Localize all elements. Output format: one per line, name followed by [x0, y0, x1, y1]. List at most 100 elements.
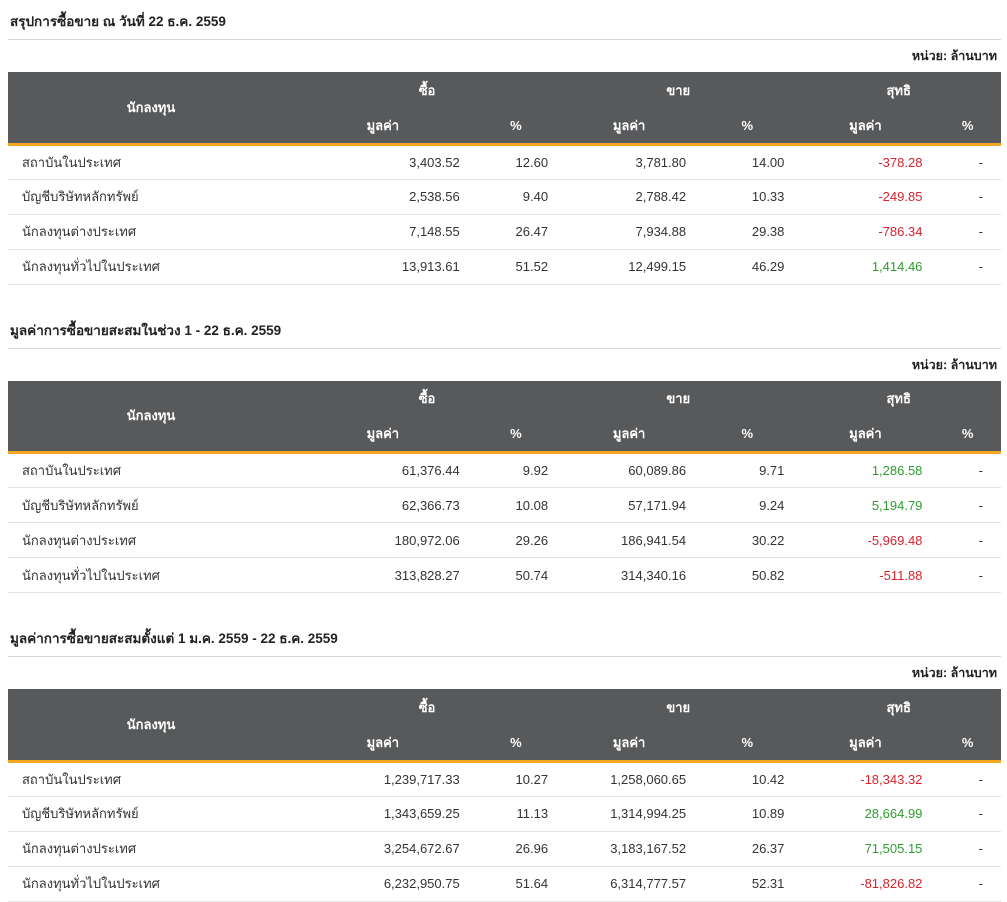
table-header: นักลงทุน ซื้อ ขาย สุทธิ มูลค่า % มูลค่า …: [8, 689, 1001, 763]
net-value: 5,194.79: [796, 487, 935, 523]
sell-value: 1,314,994.25: [560, 796, 699, 832]
column-header-net-percent: %: [934, 108, 1001, 146]
net-percent: -: [934, 179, 1001, 215]
net-percent: -: [934, 452, 1001, 488]
column-header-net: สุทธิ: [796, 72, 1001, 108]
sell-percent: 10.33: [698, 179, 797, 215]
table-header: นักลงทุน ซื้อ ขาย สุทธิ มูลค่า % มูลค่า …: [8, 72, 1001, 146]
table-row: นักลงทุนต่างประเทศ 3,254,672.67 26.96 3,…: [8, 831, 1001, 867]
buy-value: 1,343,659.25: [293, 796, 472, 832]
net-value: -81,826.82: [796, 866, 935, 902]
investor-name: สถาบันในประเทศ: [8, 144, 294, 180]
sell-percent: 14.00: [698, 144, 797, 180]
column-header-net-value: มูลค่า: [796, 725, 935, 763]
column-header-net-value: มูลค่า: [796, 416, 935, 454]
net-percent: -: [934, 522, 1001, 558]
column-header-buy-value: มูลค่า: [293, 416, 472, 454]
column-header-buy-value: มูลค่า: [293, 725, 472, 763]
table-row: สถาบันในประเทศ 1,239,717.33 10.27 1,258,…: [8, 761, 1001, 797]
unit-label: หน่วย: ล้านบาท: [911, 666, 997, 680]
buy-value: 1,239,717.33: [293, 761, 472, 797]
column-header-net-value: มูลค่า: [796, 108, 935, 146]
net-percent: -: [934, 761, 1001, 797]
buy-percent: 10.08: [471, 487, 561, 523]
column-header-sell-percent: %: [698, 108, 797, 146]
column-header-buy-percent: %: [471, 725, 561, 763]
net-percent: -: [934, 144, 1001, 180]
net-value: 1,286.58: [796, 452, 935, 488]
table-row: บัญชีบริษัทหลักทรัพย์ 62,366.73 10.08 57…: [8, 487, 1001, 523]
investor-name: นักลงทุนทั่วไปในประเทศ: [8, 866, 294, 902]
net-value: -5,969.48: [796, 522, 935, 558]
sell-percent: 29.38: [698, 214, 797, 250]
column-header-sell-value: มูลค่า: [560, 725, 699, 763]
table-row: นักลงทุนทั่วไปในประเทศ 13,913.61 51.52 1…: [8, 249, 1001, 285]
buy-percent: 9.92: [471, 452, 561, 488]
column-header-buy-percent: %: [471, 416, 561, 454]
sell-value: 6,314,777.57: [560, 866, 699, 902]
table-body: สถาบันในประเทศ 3,403.52 12.60 3,781.80 1…: [8, 144, 1001, 285]
buy-percent: 26.96: [471, 831, 561, 867]
column-header-net-percent: %: [934, 725, 1001, 763]
buy-value: 7,148.55: [293, 214, 472, 250]
column-header-buy-percent: %: [471, 108, 561, 146]
net-percent: -: [934, 557, 1001, 593]
buy-percent: 26.47: [471, 214, 561, 250]
sell-percent: 30.22: [698, 522, 797, 558]
sell-percent: 10.89: [698, 796, 797, 832]
column-header-sell: ขาย: [560, 72, 797, 108]
sell-percent: 26.37: [698, 831, 797, 867]
net-percent: -: [934, 796, 1001, 832]
column-header-sell-value: มูลค่า: [560, 416, 699, 454]
column-header-buy: ซื้อ: [293, 689, 561, 725]
net-percent: -: [934, 831, 1001, 867]
table-title: มูลค่าการซื้อขายสะสมตั้งแต่ 1 ม.ค. 2559 …: [8, 625, 1001, 657]
net-percent: -: [934, 487, 1001, 523]
buy-value: 3,254,672.67: [293, 831, 472, 867]
sell-percent: 10.42: [698, 761, 797, 797]
investor-name: นักลงทุนทั่วไปในประเทศ: [8, 557, 294, 593]
table-body: สถาบันในประเทศ 1,239,717.33 10.27 1,258,…: [8, 761, 1001, 902]
unit-label: หน่วย: ล้านบาท: [911, 49, 997, 63]
net-value: 1,414.46: [796, 249, 935, 285]
buy-percent: 12.60: [471, 144, 561, 180]
column-header-investor: นักลงทุน: [8, 380, 294, 454]
buy-percent: 10.27: [471, 761, 561, 797]
investor-name: สถาบันในประเทศ: [8, 761, 294, 797]
unit-label: หน่วย: ล้านบาท: [911, 357, 997, 372]
investor-name: นักลงทุนต่างประเทศ: [8, 214, 294, 250]
table-header: นักลงทุน ซื้อ ขาย สุทธิ มูลค่า % มูลค่า …: [8, 380, 1001, 454]
investor-name: สถาบันในประเทศ: [8, 452, 294, 488]
table-row: นักลงทุนต่างประเทศ 7,148.55 26.47 7,934.…: [8, 214, 1001, 250]
column-header-buy: ซื้อ: [293, 380, 561, 417]
sell-percent: 9.24: [698, 487, 797, 523]
trading-table-block: สรุปการซื้อขาย ณ วันที่ 22 ธ.ค. 2559 หน่…: [8, 8, 1001, 285]
column-header-sell-percent: %: [698, 416, 797, 454]
buy-value: 61,376.44: [293, 452, 472, 488]
buy-percent: 11.13: [471, 796, 561, 832]
column-header-net: สุทธิ: [796, 380, 1001, 417]
net-percent: -: [934, 249, 1001, 285]
sell-value: 3,781.80: [560, 144, 699, 180]
sell-value: 7,934.88: [560, 214, 699, 250]
table-row: สถาบันในประเทศ 61,376.44 9.92 60,089.86 …: [8, 452, 1001, 488]
table-row: นักลงทุนทั่วไปในประเทศ 6,232,950.75 51.6…: [8, 866, 1001, 902]
trading-table-block: มูลค่าการซื้อขายสะสมตั้งแต่ 1 ม.ค. 2559 …: [8, 625, 1001, 902]
column-header-net-percent: %: [934, 416, 1001, 454]
column-header-investor: นักลงทุน: [8, 72, 294, 146]
buy-percent: 29.26: [471, 522, 561, 558]
investor-type-table: นักลงทุน ซื้อ ขาย สุทธิ มูลค่า % มูลค่า …: [8, 689, 1001, 902]
table-body: สถาบันในประเทศ 61,376.44 9.92 60,089.86 …: [8, 452, 1001, 593]
column-header-sell: ขาย: [560, 689, 797, 725]
investor-name: บัญชีบริษัทหลักทรัพย์: [8, 487, 294, 523]
sell-value: 60,089.86: [560, 452, 699, 488]
sell-percent: 46.29: [698, 249, 797, 285]
investor-type-table: นักลงทุน ซื้อ ขาย สุทธิ มูลค่า % มูลค่า …: [8, 72, 1001, 285]
column-header-sell-percent: %: [698, 725, 797, 763]
column-header-sell-value: มูลค่า: [560, 108, 699, 146]
table-row: บัญชีบริษัทหลักทรัพย์ 2,538.56 9.40 2,78…: [8, 179, 1001, 215]
sell-value: 3,183,167.52: [560, 831, 699, 867]
investor-name: บัญชีบริษัทหลักทรัพย์: [8, 796, 294, 832]
net-value: -786.34: [796, 214, 935, 250]
